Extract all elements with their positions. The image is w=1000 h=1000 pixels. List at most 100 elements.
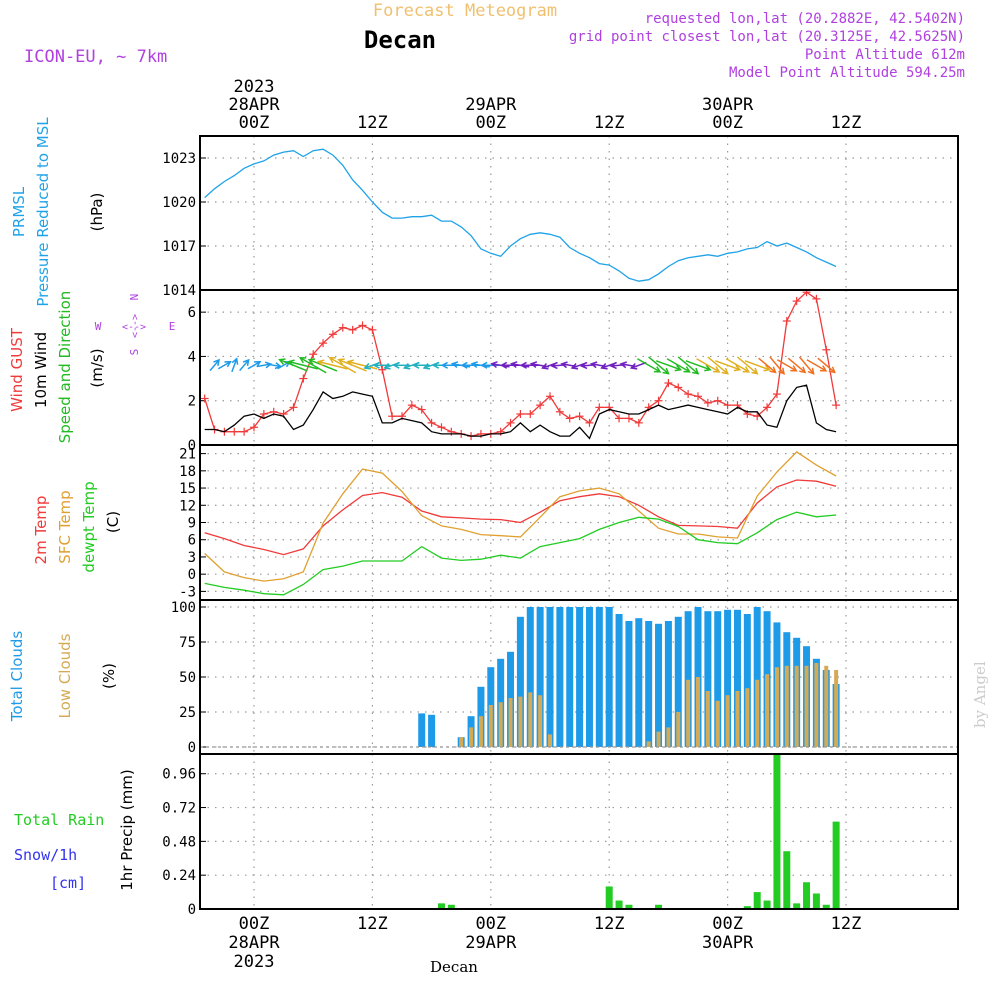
y-tick-label: 1014 — [162, 283, 196, 299]
bottom-tick-date: 30APR — [702, 933, 754, 953]
gust-marker — [200, 394, 209, 403]
gust-marker — [634, 418, 643, 427]
gust-label: Wind GUST — [8, 327, 26, 412]
gust-marker — [338, 323, 347, 332]
panel-labels: PRMSL Pressure Reduced to MSL (hPa) Wind GU… — [8, 117, 175, 892]
bar-low-clouds — [755, 679, 760, 747]
y-tick-label: 3 — [188, 550, 196, 566]
bar-low-clouds — [498, 702, 503, 747]
top-tick-hour: 00Z — [712, 113, 743, 133]
gust-marker — [319, 339, 328, 348]
bar-total-clouds — [536, 607, 544, 747]
bar-rain — [793, 903, 801, 909]
bar-total-clouds — [595, 607, 603, 747]
y-tick-label: 0 — [188, 902, 196, 918]
snow-label: Snow/1h — [14, 846, 77, 864]
panel-frame — [199, 753, 959, 910]
wind-arrow — [696, 358, 721, 373]
bar-low-clouds — [784, 665, 789, 747]
bar-low-clouds — [518, 696, 523, 747]
panel-plot-area — [204, 148, 837, 282]
gust-marker — [713, 396, 722, 405]
panel-pressure: 1014 1017 1020 1023 — [162, 135, 959, 299]
gust-marker — [259, 410, 268, 418]
y-tick-label: 75 — [179, 635, 196, 651]
top-tick-hour: 12Z — [594, 113, 625, 133]
gust-marker — [368, 325, 377, 334]
gust-marker — [250, 423, 258, 432]
wind-arrow — [707, 356, 729, 375]
bar-low-clouds — [666, 727, 671, 747]
bottom-tick-date: 29APR — [465, 933, 517, 953]
gust-marker — [526, 410, 535, 418]
bar-low-clouds — [824, 665, 829, 747]
y-tick-label: 0.24 — [162, 868, 196, 884]
bar-low-clouds — [508, 698, 513, 747]
gust-marker — [822, 345, 831, 354]
bar-low-clouds — [488, 705, 493, 747]
bar-rain — [625, 904, 633, 909]
bottom-year: 2023 — [234, 952, 275, 972]
wind-arrow — [817, 357, 836, 374]
pressure-desc-label: Pressure Reduced to MSL — [34, 117, 52, 307]
wind-arrow — [685, 360, 712, 372]
gust-marker — [654, 396, 663, 405]
gust-marker — [772, 390, 781, 399]
y-tick-label: 0 — [188, 740, 196, 756]
wind-arrow — [666, 358, 691, 373]
y-tick-label: 2 — [188, 394, 196, 410]
gust-marker — [309, 350, 318, 359]
bar-total-clouds — [635, 618, 643, 747]
top-tick-date: 29APR — [465, 95, 517, 115]
bar-low-clouds — [745, 688, 750, 747]
bar-rain — [803, 882, 811, 909]
gust-marker — [832, 401, 841, 410]
y-tick-label: 0.96 — [162, 767, 196, 783]
gust-marker — [536, 401, 545, 410]
wind-arrow — [217, 361, 232, 370]
bar-total-clouds — [724, 609, 732, 747]
gust-marker — [240, 427, 249, 436]
wind-arrow — [758, 357, 777, 374]
bar-low-clouds — [814, 663, 819, 747]
bar-low-clouds — [528, 692, 533, 747]
bar-total-clouds — [664, 621, 672, 747]
bar-low-clouds — [834, 670, 839, 747]
bar-low-clouds — [676, 712, 681, 747]
wind-arrow — [209, 358, 221, 372]
bar-low-clouds — [646, 741, 651, 747]
bar-low-clouds — [656, 731, 661, 747]
y-tick-label: 21 — [179, 447, 196, 463]
bar-total-clouds — [625, 621, 633, 747]
total-clouds-label: Total Clouds — [8, 631, 26, 723]
y-tick-label: 100 — [171, 600, 196, 616]
y-tick-label: 0 — [188, 567, 196, 583]
gust-marker — [378, 365, 387, 374]
bar-total-clouds — [615, 614, 623, 747]
wind-arrow — [316, 359, 348, 370]
clouds-unit-label: (%) — [100, 663, 118, 689]
bottom-tick-hour: 00Z — [712, 914, 743, 934]
gust-marker — [328, 330, 337, 339]
y-tick-label: 1020 — [162, 195, 196, 211]
bar-total-clouds — [605, 607, 613, 747]
wind-arrow — [328, 357, 357, 374]
bar-low-clouds — [705, 691, 710, 747]
gust-marker — [763, 403, 772, 412]
bar-rain — [655, 904, 663, 909]
bar-total-clouds — [704, 611, 712, 747]
compass-we-arrow: <--> — [122, 322, 146, 333]
wind-arrow — [298, 357, 327, 374]
pressure-unit-label: (hPa) — [88, 193, 106, 232]
bottom-tick-hour: 00Z — [475, 914, 506, 934]
gust-marker — [782, 317, 791, 325]
super-title: Forecast Meteogram — [373, 1, 557, 21]
bar-rain — [605, 886, 613, 909]
wind-arrow — [787, 357, 807, 374]
gust-marker — [555, 407, 564, 416]
gust-marker — [299, 374, 308, 383]
y-tick-label: 0.48 — [162, 834, 196, 850]
bar-rain — [437, 903, 445, 909]
